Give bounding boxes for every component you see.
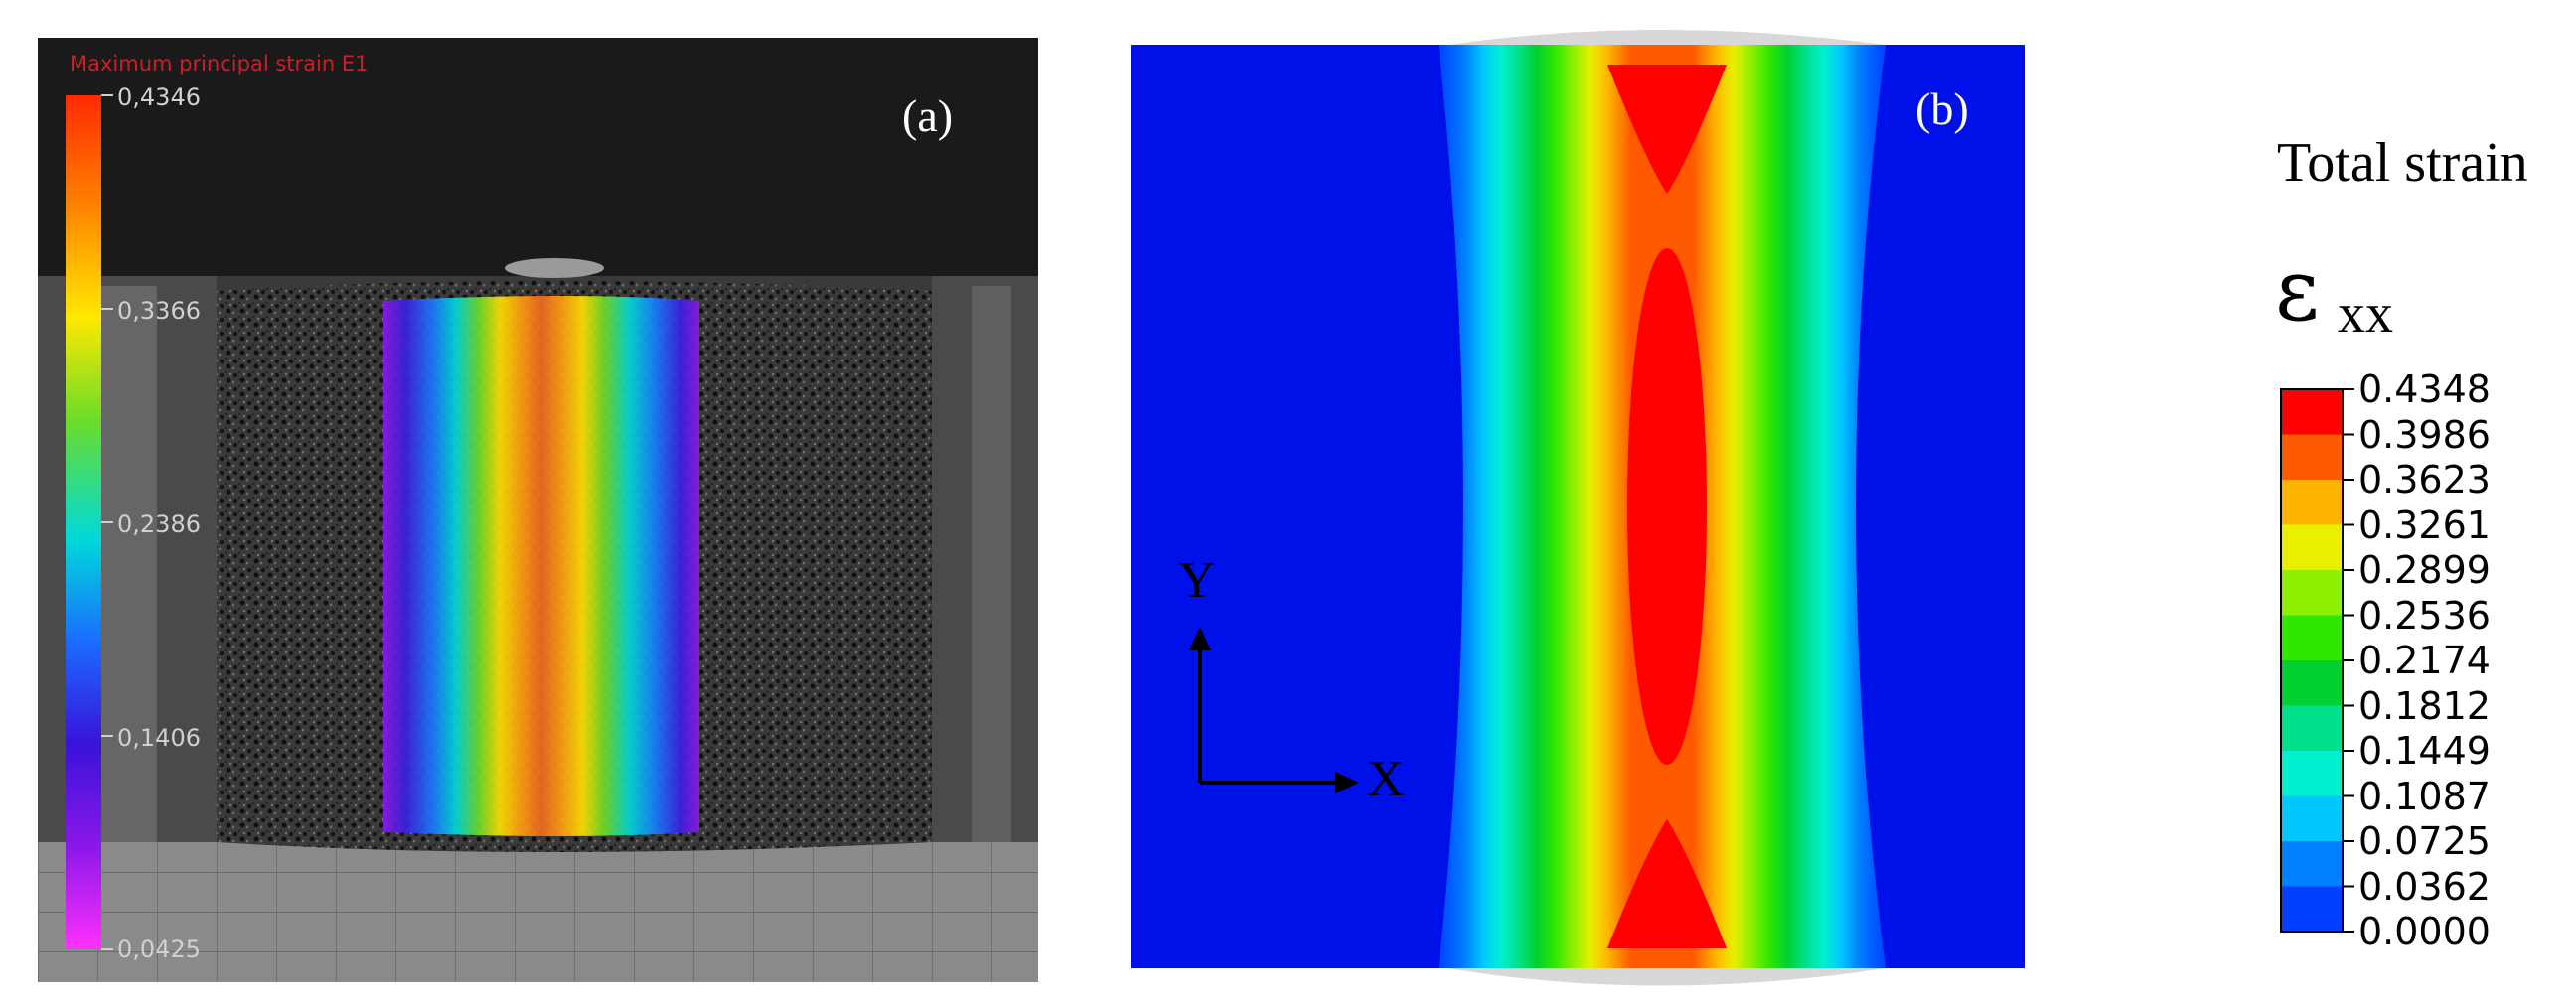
- colorbar-tick: 0,1406: [117, 724, 201, 752]
- legend-tick-label: 0.2536: [2358, 593, 2491, 638]
- legend-symbol: ε: [2275, 241, 2320, 341]
- legend-swatch: [2281, 615, 2343, 661]
- colorbar-tick: 0,0425: [117, 936, 201, 963]
- fe-contour-plot: [1131, 30, 2025, 986]
- legend-swatch: [2281, 886, 2343, 933]
- legend-tick-label: 0.4348: [2358, 367, 2491, 411]
- legend-swatch: [2281, 434, 2343, 481]
- legend-tick-label: 0.1449: [2358, 729, 2491, 773]
- legend-swatch: [2281, 660, 2343, 706]
- legend-swatch: [2281, 705, 2343, 752]
- legend-subscript: xx: [2338, 283, 2393, 345]
- legend-title: Total strain: [2277, 132, 2528, 194]
- legend-swatch: [2281, 480, 2343, 525]
- panel-label-a: (a): [902, 90, 954, 141]
- legend-tick-label: 0.3986: [2358, 412, 2491, 457]
- colorbar-tick: 0,2386: [117, 510, 201, 538]
- colorbar-tick: 0,3366: [117, 297, 201, 325]
- panel-label-b: (b): [1915, 83, 1969, 134]
- axis-label-y: Y: [1178, 552, 1216, 609]
- axis-label-x: X: [1367, 751, 1405, 807]
- panel-a-dic-image: Maximum principal strain E1 0,4346 0,336…: [38, 38, 1038, 982]
- dic-photo: [38, 38, 1038, 982]
- legend-swatch: [2281, 841, 2343, 887]
- colorbar-title: Maximum principal strain E1: [70, 52, 369, 75]
- legend-swatch: [2281, 751, 2343, 796]
- legend-panel-b: Total strain ε xx 0.4348 0.3986 0.3623 0.32…: [2235, 119, 2576, 973]
- legend-color-scale: [2280, 388, 2354, 933]
- legend-swatch: [2281, 795, 2343, 842]
- legend-tick-label: 0.2174: [2358, 639, 2491, 682]
- legend-tick-label: 0.3623: [2358, 458, 2491, 502]
- legend-swatch: [2281, 570, 2343, 616]
- legend-tick-label: 0.1087: [2358, 774, 2491, 818]
- colorbar-tick: 0,4346: [117, 83, 201, 111]
- panel-b-fe-contour: X Y (b): [1131, 25, 2025, 1008]
- legend-swatch: [2281, 389, 2343, 435]
- legend-tick-label: 0.1812: [2358, 683, 2491, 728]
- legend-swatch: [2281, 524, 2343, 571]
- legend-tick-label: 0.0000: [2358, 910, 2491, 953]
- legend-tick-label: 0.0725: [2358, 819, 2491, 863]
- legend-tick-label: 0.0362: [2358, 864, 2491, 909]
- legend-tick-label: 0.3261: [2358, 503, 2491, 547]
- legend-tick-label: 0.2899: [2358, 548, 2491, 592]
